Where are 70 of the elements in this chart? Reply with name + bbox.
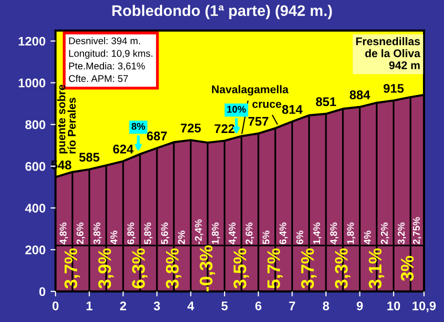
data-label: 915 (384, 84, 404, 93)
x-tick-label: 7 (289, 302, 296, 310)
annotation: 10% (227, 106, 246, 113)
x-tick-label: 3 (154, 301, 160, 310)
x-tick-label: 6 (255, 301, 262, 310)
x-tick-label: 8 (322, 301, 330, 310)
data-label: 851 (316, 97, 336, 106)
annotation: Desnivel: 394 m. Longitud: 10,9 kms. Pte.Media: 3,61% Cfte. APM: 57 (68, 37, 152, 82)
annotation: 2% (178, 230, 185, 244)
y-tick-label: 1200 (18, 36, 46, 46)
annotation: 4,8% (330, 222, 338, 244)
annotation: puente sobre río Perales (57, 84, 76, 154)
y-tick-label: 600 (25, 162, 46, 171)
y-tick-label: 200 (25, 245, 46, 254)
y-tick-label: 0 (39, 287, 46, 296)
annotation: 3,7% (64, 248, 80, 289)
annotation: 4,4% (228, 222, 238, 244)
annotation: Navalagamella (212, 85, 289, 96)
x-tick-label: 2 (120, 301, 126, 310)
annotation: 2,75% (412, 217, 422, 244)
annotation: 6% (296, 230, 304, 244)
data-label: 814 (282, 105, 303, 114)
annotation: 3,1% (368, 248, 384, 289)
x-tick-label: 5 (221, 302, 228, 310)
x-tick-label: 0 (52, 301, 58, 310)
y-tick-label: 800 (25, 120, 46, 130)
annotation: 3,8% (93, 222, 102, 244)
annotation: 8% (132, 122, 146, 130)
annotation: 5,8% (144, 222, 152, 244)
annotation: 5% (262, 230, 270, 244)
annotation: 3,8% (166, 248, 182, 289)
annotation: 1,8% (212, 222, 220, 244)
annotation: 1,4% (313, 222, 322, 244)
annotation: 4% (110, 230, 118, 244)
annotation: 3,5% (234, 248, 249, 289)
data-label: 722 (214, 124, 234, 133)
annotation: 6,3% (132, 248, 148, 288)
annotation: 2,6% (76, 222, 85, 244)
chart-title: Robledondo (1ª parte) (942 m.) (112, 4, 332, 20)
annotation: 3,7% (301, 248, 317, 289)
annotation: 6,4% (279, 222, 288, 244)
annotation: Fresnedillas de la Oliva 942 m (356, 37, 420, 70)
annotation: 2,2% (380, 222, 390, 244)
data-label: 624 (113, 144, 134, 154)
annotation: 4% (364, 230, 371, 244)
x-tick-label: 10 (387, 301, 400, 310)
annotation: 5,6% (161, 222, 170, 244)
x-tick-label: 9 (356, 301, 363, 310)
annotation: 3% (400, 256, 414, 282)
annotation: 1,8% (347, 222, 356, 244)
annotation: 3,3% (334, 248, 350, 289)
x-tick-label: 4 (187, 302, 194, 310)
annotation: 4,8% (60, 222, 68, 244)
y-tick-label: 400 (25, 204, 46, 213)
annotation: 3,9% (98, 248, 114, 289)
annotation: 6,8% (127, 222, 136, 244)
annotation: 3,2% (398, 222, 406, 244)
annotation: 5,7% (267, 248, 283, 288)
annotation: cruce (252, 102, 282, 108)
data-label: 725 (180, 124, 201, 132)
data-label: 884 (350, 90, 370, 100)
x-tick-label: 10,9 (412, 301, 436, 312)
y-tick-label: 1000 (18, 78, 46, 88)
x-tick-label: 1 (86, 302, 92, 310)
annotation: -2,4% (194, 219, 204, 244)
data-label: 687 (146, 132, 167, 140)
data-label: 757 (248, 117, 268, 126)
annotation: -0,3% (200, 245, 216, 292)
annotation: 2,6% (246, 222, 254, 244)
data-label: 585 (79, 152, 100, 162)
